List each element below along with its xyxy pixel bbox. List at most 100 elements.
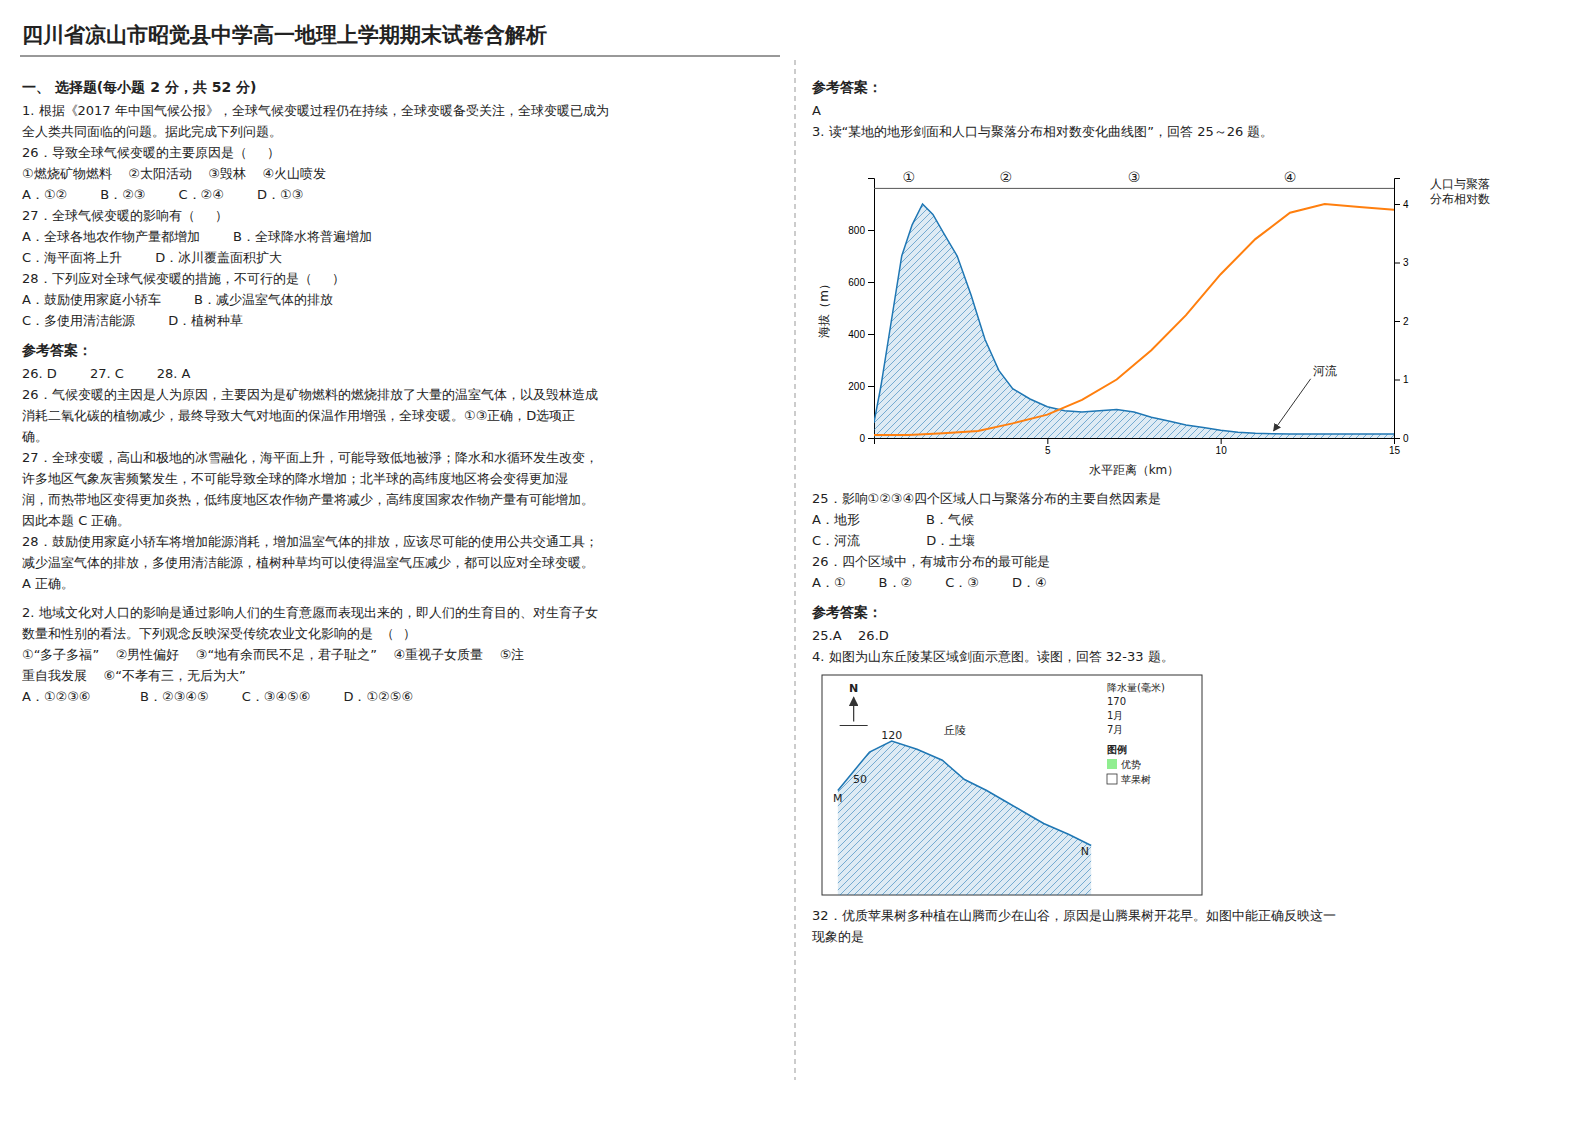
text-line: 减少温室气体的排放，多使用清洁能源，植树种草均可以使得温室气压减少，都可以应对全…: [22, 555, 594, 570]
area: [838, 741, 1091, 895]
tick-mark: [1394, 204, 1400, 205]
tick-label: 4: [1403, 199, 1409, 210]
text-line: A 正确。: [22, 576, 74, 591]
text-line: 27．全球变暖，高山和极地的冰雪融化，海平面上升，可能导致低地被淨；降水和水循环…: [22, 450, 598, 465]
tick-mark: [868, 230, 874, 231]
tick-label: 200: [848, 381, 865, 392]
text-line: 许多地区气象灰害频繁发生，不可能导致全球的降水增加；北半球的高纬度地区将会变得更…: [22, 471, 568, 486]
map-label: 50: [853, 773, 867, 786]
map-label: M: [833, 792, 843, 805]
y2-axis-title: 分布相对数: [1430, 192, 1490, 206]
text-line: 4. 如图为山东丘陵某区域剑面示意图。读图，回答 32-33 题。: [812, 649, 1174, 664]
page-title: 四川省凉山市昭觉县中学高一地理上学期期末试卷含解析: [22, 23, 547, 47]
tick-label: 0: [1403, 433, 1409, 444]
title-rule: [20, 56, 780, 57]
note: 7月: [1107, 724, 1123, 735]
north-label: N: [849, 682, 858, 695]
map-label: 丘陵: [944, 724, 966, 737]
region-marker: ④: [1284, 169, 1297, 185]
text-line: ①燃烧矿物燃料 ②太阳活动 ③毁林 ④火山喷发: [22, 166, 326, 181]
text-line: 27．全球气候变暖的影响有（ ）: [22, 208, 228, 223]
tick: 400: [848, 329, 874, 340]
text-line: C．河流 D．土壤: [812, 533, 975, 548]
tick: 200: [848, 381, 874, 392]
tick-mark: [1221, 438, 1222, 444]
text-line: A．①②③⑥ B．②③④⑤ C．③④⑤⑥ D．①②⑤⑥: [22, 689, 413, 704]
region-marker: ②: [999, 169, 1012, 185]
text-line: 28．下列应对全球气候变暖的措施，不可行的是（ ）: [22, 271, 345, 286]
line: [874, 204, 1394, 435]
text-line: 25．影响①②③④四个区域人口与聚落分布的主要自然因素是: [812, 491, 1161, 506]
text-line: 确。: [21, 429, 48, 444]
tick-mark: [868, 282, 874, 283]
x-axis: 5 10 15: [875, 438, 1401, 456]
tick-mark: [1394, 263, 1400, 264]
y2-axis-title: 人口与聚落: [1430, 177, 1490, 191]
text-line: C．海平面将上升 D．冰川覆盖面积扩大: [22, 250, 282, 265]
plot-area: [874, 188, 1394, 438]
tick: 4: [1394, 199, 1409, 210]
tick: 5: [1045, 438, 1051, 456]
text-line: A．全球各地农作物产量都增加 B．全球降水将普遍增加: [22, 229, 372, 244]
chart-texts: MN丘陵12050N降水量(毫米)1701月7月图例优势苹果树: [833, 682, 1165, 858]
text-line: A: [812, 103, 821, 118]
x-axis-title: 水平距离（km）: [1089, 463, 1180, 477]
tick-label: 600: [848, 277, 865, 288]
chart-texts: ①②③④河流水平距离（km）海拔（m）人口与聚落分布相对数: [817, 169, 1490, 477]
text-line: 28．鼓励使用家庭小轿车将增加能源消耗，增加温室气体的排放，应该尽可能的使用公共…: [22, 534, 598, 549]
text-line: 消耗二氧化碳的植物减少，最终导致大气对地面的保温作用增强，全球变暖。①③正确，D…: [22, 408, 575, 423]
section-heading: 参考答案：: [811, 79, 882, 95]
text-line: 现象的是: [812, 929, 864, 944]
text-line: 数量和性别的看法。下列观念反映深受传统农业文化影响的是 （ ）: [22, 626, 416, 641]
line: [874, 204, 1394, 434]
tick: 15: [1389, 438, 1401, 456]
text-line: 重自我发展 ⑥“不孝有三，无后为大”: [22, 668, 246, 683]
region-marker: ③: [1128, 169, 1141, 185]
tick-label: 15: [1389, 445, 1401, 456]
text-line: 25.A 26.D: [812, 628, 889, 643]
text-line: 26．导致全球气候变暖的主要原因是（ ）: [22, 145, 280, 160]
tick-mark: [1394, 438, 1400, 439]
y-axis: 0200400600800: [848, 179, 874, 444]
annotation: 河流: [1313, 364, 1337, 378]
tick-label: 400: [848, 329, 865, 340]
text-line: A．① B．② C．③ D．④: [812, 575, 1047, 590]
chart: 51015020040060080001234①②③④河流水平距离（km）海拔（…: [817, 169, 1490, 477]
area: [874, 204, 1394, 438]
map-label: 120: [881, 729, 902, 742]
legend-swatch: [1107, 774, 1117, 784]
north-arrow: [853, 698, 854, 722]
text-line: 1. 根据《2017 年中国气候公报》，全球气候变暖过程仍在持续，全球变暖备受关…: [22, 103, 609, 118]
tick-mark: [1047, 438, 1048, 444]
text-line: A．地形 B．气候: [812, 512, 974, 527]
plot-frame: [822, 675, 1202, 895]
tick: 2: [1394, 316, 1409, 327]
tick-label: 10: [1216, 445, 1228, 456]
note: 降水量(毫米): [1107, 682, 1165, 693]
plot-area: [838, 741, 1091, 895]
page: 四川省凉山市昭觉县中学高一地理上学期期末试卷含解析一、 选择题(每小题 2 分，…: [0, 0, 1587, 1122]
reference-line: [874, 188, 1394, 189]
text-line: 2. 地域文化对人口的影响是通过影响人们的生育意愿而表现出来的，即人们的生育目的…: [22, 605, 598, 620]
section-heading: 参考答案：: [811, 604, 882, 620]
chart: MN丘陵12050N降水量(毫米)1701月7月图例优势苹果树: [822, 675, 1202, 895]
text-line: 26．四个区域中，有城市分布的最可能是: [812, 554, 1050, 569]
text-line: A．①② B．②③ C．②④ D．①③: [22, 187, 303, 202]
legend-title: 图例: [1107, 744, 1127, 755]
line: [838, 741, 1091, 846]
tick: 0: [859, 433, 874, 444]
tick: 10: [1216, 438, 1228, 456]
tick-mark: [868, 334, 874, 335]
text-line: 因此本题 C 正确。: [22, 513, 130, 528]
text-line: 26．气候变暖的主因是人为原因，主要因为是矿物燃料的燃烧排放了大量的温室气体，以…: [22, 387, 598, 402]
text-line: 32．优质苹果树多种植在山腾而少在山谷，原因是山腾果树开花早。如图中能正确反映这…: [812, 908, 1336, 923]
tick-mark: [868, 438, 874, 439]
tick: 0: [1394, 433, 1409, 444]
text-line: 全人类共同面临的问题。据此完成下列问题。: [22, 124, 282, 139]
section-heading: 一、 选择题(每小题 2 分，共 52 分): [22, 79, 256, 95]
annotation-arrow: [1274, 379, 1311, 431]
legend-entry: 优势: [1121, 759, 1141, 770]
text-line: C．多使用清洁能源 D．植树种草: [22, 313, 243, 328]
section-heading: 参考答案：: [21, 342, 92, 358]
text-line: 26. D 27. C 28. A: [22, 366, 191, 381]
